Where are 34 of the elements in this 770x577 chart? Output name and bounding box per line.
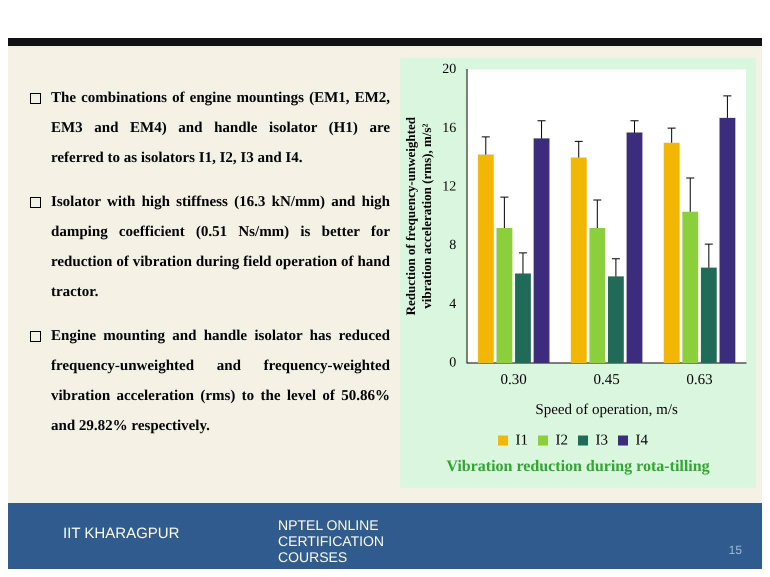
bar <box>570 157 587 363</box>
y-tick-label: 12 <box>442 180 456 195</box>
x-tick-label: 0.63 <box>686 372 713 388</box>
legend-label: I1 <box>516 432 528 448</box>
y-tick-label: 20 <box>442 62 456 78</box>
text: Vibration reduction during rota-tilling <box>445 458 711 476</box>
bar <box>478 154 494 363</box>
bar <box>664 142 680 363</box>
bar <box>626 132 642 363</box>
y-tick-label: 4 <box>449 296 456 312</box>
bar <box>682 212 698 363</box>
x-tick-label: 0.45 <box>593 372 620 388</box>
y-tick-label: 8 <box>449 238 456 254</box>
bar <box>589 228 606 363</box>
x-axis-title: Speed of operation, m/s <box>535 402 678 418</box>
y-tick-label: 0 <box>449 356 456 371</box>
legend-label: I3 <box>596 432 608 448</box>
text: Engine mounting and handle isolator has reduced frequency-unweighted and frequency-weighted vibration acceleration (rms) to the level of 50.86% and 29.82% respectively. <box>51 327 390 436</box>
text: NPTEL ONLINE CERTIFICATION COURSES <box>278 517 386 565</box>
legend-label: I4 <box>635 432 648 448</box>
x-tick-label: 0.30 <box>500 372 527 388</box>
text: 15 <box>728 543 742 557</box>
bar <box>608 276 624 363</box>
bar <box>700 268 717 363</box>
legend-label: I2 <box>556 432 568 448</box>
bar <box>515 273 531 363</box>
text: The combinations of engine mountings (EM1, EM2, EM3 and EM4) and handle isolator (H1) are referred to as isolators I1, I2, I3 and I4. <box>51 89 390 168</box>
bar <box>534 138 550 363</box>
bar <box>720 118 736 363</box>
bar <box>496 228 512 363</box>
y-axis-title: Reduction of frequency-unweighted vibration acceleration (rms), m/s² <box>403 116 434 316</box>
y-tick-label: 16 <box>442 120 456 136</box>
text: Isolator with high stiffness (16.3 kN/mm) and high damping coefficient (0.51 Ns/mm) is better for reduction of vibration during field operation of hand tractor. <box>51 193 390 302</box>
text: IIT KHARAGPUR <box>63 525 180 542</box>
